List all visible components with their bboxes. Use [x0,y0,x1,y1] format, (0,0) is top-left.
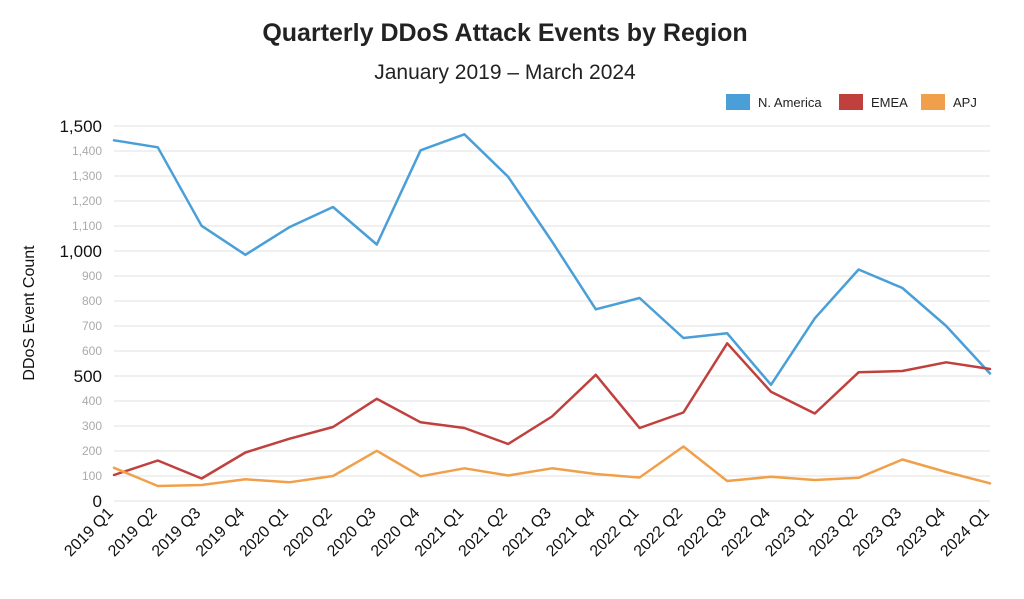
legend-label: N. America [758,95,822,110]
y-tick-label: 800 [82,294,102,308]
legend-item-emea: EMEA [839,94,908,110]
y-tick-label: 500 [74,367,102,386]
series-line-emea [112,342,992,480]
series-line-apj [112,445,992,488]
y-axis-ticks: 0 100 200 300 400 500 600 700 800 900 1,000 1,100 1,… [59,117,102,511]
legend-label: EMEA [871,95,908,110]
y-tick-label: 0 [93,492,102,511]
y-tick-label: 1,000 [59,242,102,261]
y-axis-label: DDoS Event Count [21,245,38,381]
y-tick-label: 200 [82,444,102,458]
y-tick-label: 1,100 [72,219,102,233]
y-tick-label: 100 [82,469,102,483]
legend-item-n-america: N. America [726,94,822,110]
chart-subtitle: January 2019 – March 2024 [374,61,636,84]
legend-item-apj: APJ [921,94,977,110]
series-lines [112,133,992,488]
y-tick-label: 1,400 [72,144,102,158]
y-tick-label: 700 [82,319,102,333]
y-tick-label: 1,200 [72,194,102,208]
y-tick-label: 900 [82,269,102,283]
y-tick-label: 400 [82,394,102,408]
y-tick-label: 600 [82,344,102,358]
chart-title: Quarterly DDoS Attack Events by Region [262,19,747,47]
y-tick-label: 1,500 [59,117,102,136]
legend-swatch [839,94,863,110]
series-line-n-america [112,133,992,387]
y-tick-label: 1,300 [72,169,102,183]
gridlines [114,125,990,502]
legend-label: APJ [953,95,977,110]
legend-swatch [726,94,750,110]
legend: N. America EMEA APJ [726,94,977,110]
y-tick-label: 300 [82,419,102,433]
x-tick-label: 2024 Q1 [937,505,992,560]
legend-swatch [921,94,945,110]
